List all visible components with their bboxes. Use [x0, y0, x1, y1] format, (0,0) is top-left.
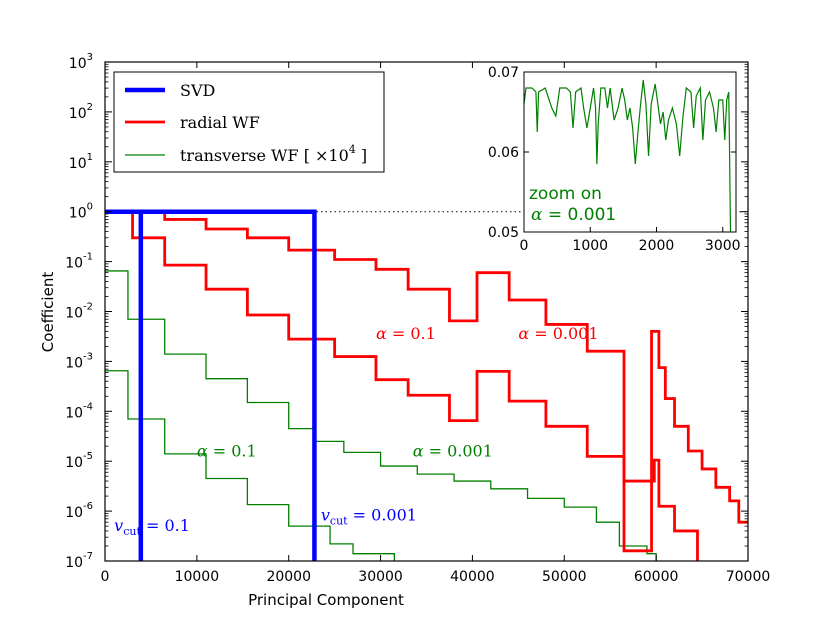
y-tick-label: 10-1	[65, 252, 93, 272]
inset-zoom: 0 1000 2000 3000 0.05 0.06 0.07 zoom on α = 0…	[488, 65, 741, 254]
series-transverse-wf-alpha-0-001	[105, 270, 657, 561]
inset-label-line1: zoom on	[529, 184, 602, 204]
y-tick-label: 10-6	[65, 501, 93, 521]
inset-y-tick-label: 0.07	[488, 65, 519, 81]
annotation-red-a01: α = 0.1	[376, 324, 436, 343]
x-tick-label: 70000	[726, 569, 771, 585]
annotation-blue-v01: vcut = 0.1	[114, 516, 190, 538]
y-tick-label: 10-3	[65, 351, 93, 371]
y-tick-label: 100	[69, 202, 93, 222]
y-tick-label: 101	[69, 152, 93, 172]
x-tick-label: 10000	[175, 569, 220, 585]
y-axis-label: Coefficient	[39, 272, 57, 353]
annotation-red-a0001: α = 0.001	[518, 324, 598, 343]
annotation-green-a0001: α = 0.001	[413, 441, 493, 460]
x-tick-label: 30000	[358, 569, 403, 585]
inset-y-tick-label: 0.05	[488, 225, 519, 241]
y-tick-label: 10-4	[65, 401, 93, 421]
inset-y-tick-label: 0.06	[488, 145, 519, 161]
y-tick-label: 10-7	[65, 551, 93, 571]
legend: SVD radial WF transverse WF [ ×104 ]	[113, 71, 385, 173]
legend-label-radial-wf: radial WF	[180, 113, 260, 132]
y-tick-label: 10-2	[65, 302, 93, 322]
x-tick-label: 0	[101, 569, 110, 585]
series-radial-wf-alpha-0-001	[105, 210, 748, 553]
inset-x-tick-label: 3000	[705, 238, 741, 254]
series-svd-v-cut-0-001	[105, 209, 317, 561]
inset-label-line2: α = 0.001	[531, 205, 616, 225]
y-tick-label: 102	[69, 102, 93, 122]
y-tick-label: 10-5	[65, 451, 93, 471]
inset-x-tick-label: 0	[520, 238, 529, 254]
inset-x-tick-label: 1000	[572, 238, 608, 254]
annotation-green-a01: α = 0.1	[197, 441, 257, 460]
inset-series-transverse-wf	[524, 79, 732, 232]
annotation-blue-v0001: vcut = 0.001	[321, 505, 417, 527]
x-tick-label: 50000	[542, 569, 587, 585]
x-axis-label: Principal Component	[248, 591, 404, 609]
series-transverse-wf-alpha-0-1	[105, 370, 396, 561]
y-tick-label: 103	[69, 52, 93, 72]
x-tick-label: 20000	[266, 569, 311, 585]
x-tick-label: 40000	[450, 569, 495, 585]
legend-label-svd: SVD	[180, 81, 215, 100]
inset-x-tick-label: 2000	[639, 238, 675, 254]
x-tick-label: 60000	[634, 569, 679, 585]
series-radial-wf-alpha-0-1	[105, 210, 699, 561]
legend-label-transverse-wf: transverse WF [ ×104 ]	[180, 143, 367, 165]
